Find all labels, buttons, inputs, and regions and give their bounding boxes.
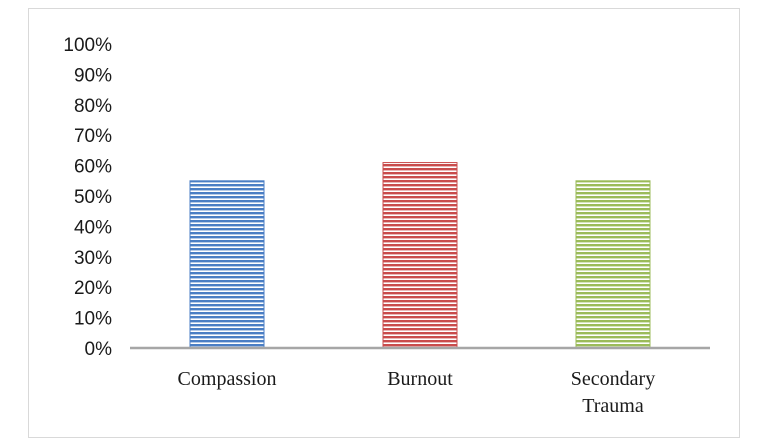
y-tick-label: 40% — [74, 217, 112, 238]
y-tick-label: 10% — [74, 309, 112, 330]
x-category-label: Trauma — [582, 395, 644, 417]
x-category-label: Secondary — [571, 368, 655, 390]
y-tick-label: 70% — [74, 126, 112, 147]
y-tick-label: 0% — [85, 339, 113, 360]
y-tick-label: 90% — [74, 65, 112, 86]
y-tick-label: 60% — [74, 157, 112, 178]
bar-1 — [382, 162, 458, 349]
y-tick-label: 100% — [63, 35, 112, 56]
bar-2 — [575, 180, 651, 349]
y-tick-label: 50% — [74, 187, 112, 208]
x-category-label: Compassion — [178, 368, 277, 390]
bar-0 — [189, 180, 265, 349]
y-tick-label: 20% — [74, 278, 112, 299]
y-tick-label: 30% — [74, 248, 112, 269]
x-category-label: Burnout — [387, 368, 453, 390]
y-tick-label: 80% — [74, 96, 112, 117]
